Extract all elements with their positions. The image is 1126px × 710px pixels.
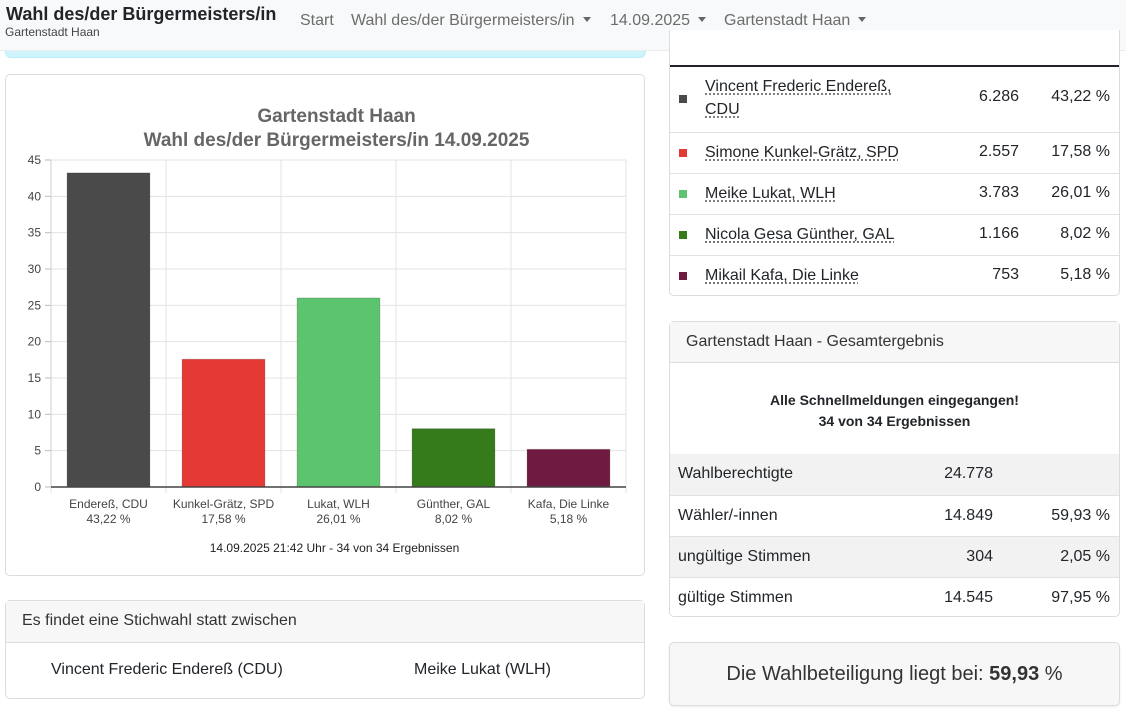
x-tick-label: Endereß, CDU [69,497,148,511]
bar [526,448,611,488]
y-tick-label: 45 [28,153,42,167]
x-tick-percent: 5,18 % [550,512,588,526]
x-tick-percent: 17,58 % [201,512,245,526]
result-row: Nicola Gesa Günther, GAL 1.166 8,02 % [670,214,1119,255]
chart-title: Wahl des/der Bürgermeisters/in 14.09.202… [144,130,530,151]
bar [296,297,381,488]
percent-value: 43,22 % [1051,88,1110,105]
summary-row-voters: Wähler/-innen 14.849 59,93 % [670,495,1119,536]
navbar: Wahl des/der Bürgermeisters/in Gartensta… [0,0,1126,51]
color-swatch [679,190,687,198]
summary-label: ungültige Stimmen [678,548,811,565]
summary-header: Gartenstadt Haan - Gesamtergebnis [670,322,1119,363]
color-swatch [679,272,687,280]
turnout-unit: % [1044,663,1063,685]
turnout-card: Die Wahlbeteiligung liegt bei: 59,93 % [669,642,1120,706]
nav-date-dropdown[interactable]: 14.09.2025 [610,12,707,30]
y-tick-label: 10 [28,407,42,421]
summary-label: gültige Stimmen [678,589,793,606]
y-tick-label: 40 [28,189,42,203]
candidate-link[interactable]: Meike Lukat, WLH [705,185,836,202]
y-tick-label: 30 [28,262,42,276]
chevron-down-icon [858,17,867,22]
y-tick-label: 5 [34,444,41,458]
result-row: Meike Lukat, WLH 3.783 26,01 % [670,173,1119,214]
color-swatch [679,149,687,157]
color-swatch [679,231,687,239]
runoff-candidate-2: Meike Lukat (WLH) [414,661,551,678]
percent-value: 26,01 % [1051,184,1110,201]
x-tick-label: Kunkel-Grätz, SPD [173,497,275,511]
candidate-link[interactable]: Mikail Kafa, Die Linke [705,267,859,284]
turnout-value: 59,93 [989,663,1040,685]
chevron-down-icon [582,17,591,22]
summary-label: Wähler/-innen [678,507,778,524]
brand-subtitle: Gartenstadt Haan [5,25,100,39]
votes-value: 1.166 [978,225,1019,242]
summary-row-eligible: Wahlberechtigte 24.778 [670,454,1119,495]
y-tick-label: 35 [28,226,42,240]
y-tick-label: 0 [34,480,41,494]
bar-chart: Gartenstadt Haan Wahl des/der Bürgermeist… [28,106,627,555]
bar [411,428,496,488]
x-tick-label: Lukat, WLH [307,497,370,511]
summary-row-invalid: ungültige Stimmen 304 2,05 % [670,536,1119,577]
summary-value: 14.849 [944,507,993,524]
nav-election-dropdown[interactable]: Wahl des/der Bürgermeisters/in [351,12,591,30]
summary-percent: 59,93 % [1051,507,1110,524]
percent-value: 5,18 % [1060,266,1110,283]
result-row: Vincent Frederic Endereß, CDU 6.286 43,22… [670,67,1119,132]
y-tick-label: 15 [28,371,42,385]
results-card: Vincent Frederic Endereß, CDU 6.286 43,22… [669,30,1120,296]
votes-value: 3.783 [978,184,1019,201]
votes-value: 2.557 [978,143,1019,160]
summary-value: 24.778 [944,465,993,482]
chevron-down-icon [698,17,707,22]
candidate-link[interactable]: Simone Kunkel-Grätz, SPD [705,144,899,161]
summary-row-valid: gültige Stimmen 14.545 97,95 % [670,577,1119,617]
turnout-text: Die Wahlbeteiligung liegt bei: 59,93 % [670,663,1119,686]
votes-value: 753 [992,266,1019,283]
summary-label: Wahlberechtigte [678,465,794,482]
table-header-rule [670,65,1119,67]
candidate-link[interactable]: Vincent Frederic Endereß, CDU [705,78,892,118]
x-tick-label: Günther, GAL [417,497,491,511]
chart-footer: 14.09.2025 21:42 Uhr - 34 von 34 Ergebni… [210,541,460,555]
summary-percent: 2,05 % [1060,548,1110,565]
y-tick-label: 25 [28,298,42,312]
turnout-label: Die Wahlbeteiligung liegt bei: [726,663,984,685]
x-tick-percent: 26,01 % [316,512,360,526]
summary-value: 14.545 [944,589,993,606]
candidate-link[interactable]: Nicola Gesa Günther, GAL [705,226,895,243]
x-tick-label: Kafa, Die Linke [528,497,610,511]
summary-percent: 97,95 % [1051,589,1110,606]
nav-start[interactable]: Start [300,12,334,29]
color-swatch [679,95,687,103]
percent-value: 8,02 % [1060,225,1110,242]
x-tick-percent: 43,22 % [86,512,130,526]
votes-value: 6.286 [978,88,1019,105]
reporting-notice: Alle Schnellmeldungen eingegangen! 34 vo… [770,392,1019,429]
info-alert [5,51,646,58]
x-tick-percent: 8,02 % [435,512,473,526]
nav-area-dropdown[interactable]: Gartenstadt Haan [724,12,867,30]
runoff-candidate-1: Vincent Frederic Endereß (CDU) [51,661,283,678]
summary-value: 304 [966,548,993,565]
result-row: Mikail Kafa, Die Linke 753 5,18 % [670,255,1119,296]
summary-card: Gartenstadt Haan - Gesamtergebnis Alle S… [669,321,1120,617]
runoff-header: Es findet eine Stichwahl statt zwischen [6,601,644,643]
chart-card: Gartenstadt Haan Wahl des/der Bürgermeist… [5,74,645,576]
brand-title[interactable]: Wahl des/der Bürgermeisters/in [6,4,277,24]
percent-value: 17,58 % [1051,143,1110,160]
chart-title: Gartenstadt Haan [257,106,415,127]
result-row: Simone Kunkel-Grätz, SPD 2.557 17,58 % [670,132,1119,173]
bar [66,172,151,488]
bar [181,358,266,488]
y-tick-label: 20 [28,335,42,349]
runoff-card: Es findet eine Stichwahl statt zwischen … [5,600,645,699]
